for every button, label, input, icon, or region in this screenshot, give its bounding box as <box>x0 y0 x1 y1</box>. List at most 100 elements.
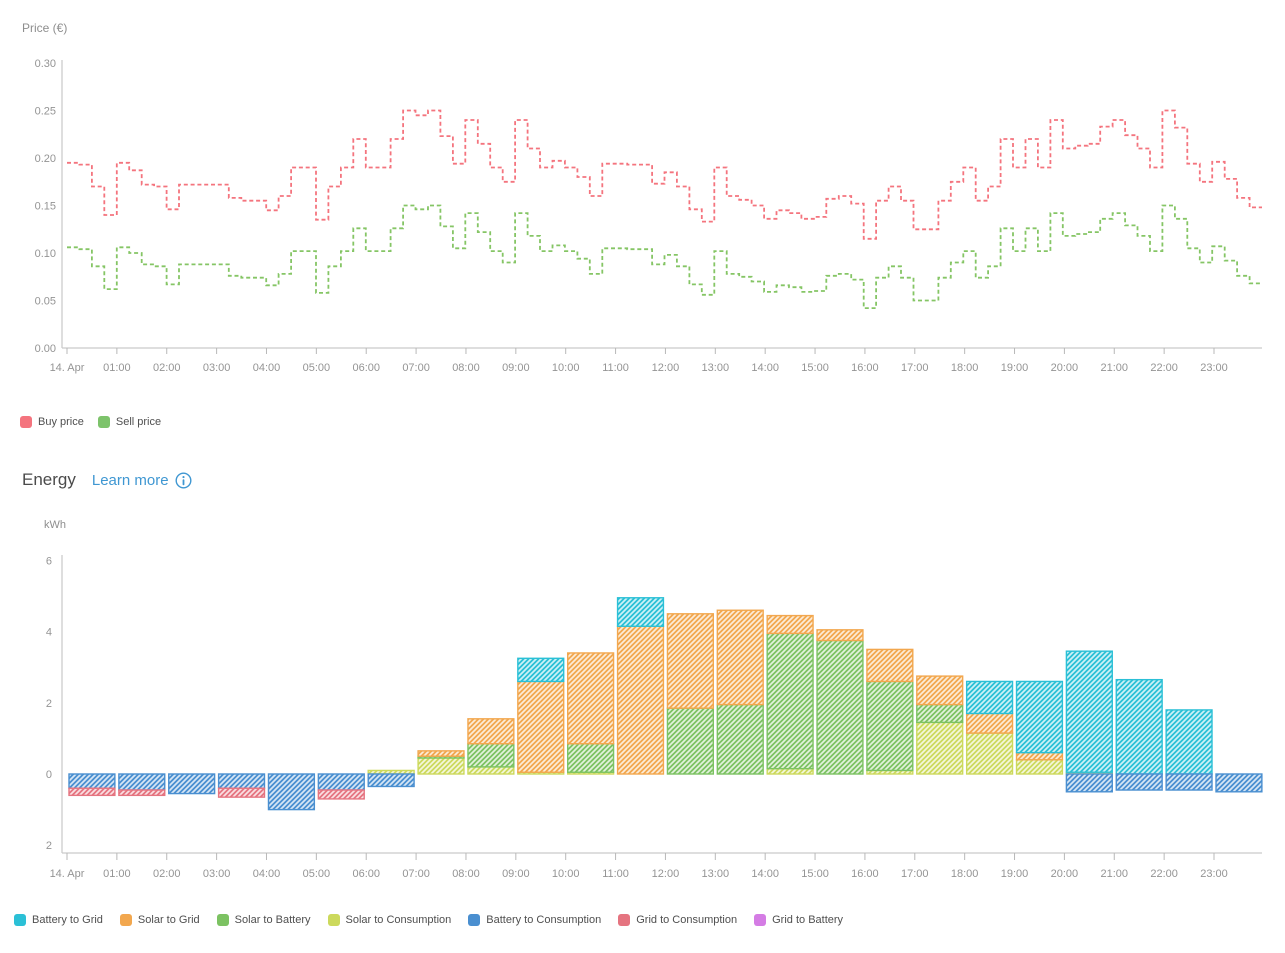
solar-to-consumption-swatch <box>327 914 340 926</box>
learn-more-link[interactable]: Learn more <box>92 472 192 489</box>
energy-x-tick-label: 08:00 <box>452 868 480 880</box>
grid-to-battery-swatch <box>754 914 767 926</box>
energy-x-tick-label: 03:00 <box>203 868 231 880</box>
energy-bar-hatch <box>867 682 913 770</box>
energy-bar-hatch <box>1017 753 1062 760</box>
price-x-tick-label: 23:00 <box>1200 362 1228 374</box>
energy-bar-hatch <box>368 771 414 774</box>
sell-price-line <box>67 204 1262 309</box>
legend-item-solar-to-grid[interactable]: Solar to Grid <box>119 914 200 926</box>
energy-x-tick-label: 19:00 <box>1001 868 1029 880</box>
price-x-tick-label: 02:00 <box>153 362 181 374</box>
price-x-tick-label: 14. Apr <box>50 362 85 374</box>
energy-bar-hatch <box>518 682 563 772</box>
energy-x-tick-label: 13:00 <box>702 868 730 880</box>
energy-chart: 6 4 2 0 2 14. Apr 01:00 02:00 03:00 04:00 05:00 06:… <box>46 555 1263 880</box>
energy-bar-hatch <box>917 723 962 774</box>
legend-item-buy-price[interactable]: Buy price <box>20 416 84 428</box>
energy-bar-hatch <box>867 650 913 681</box>
energy-bar-hatch <box>69 774 115 788</box>
price-x-tick-label: 03:00 <box>203 362 231 374</box>
energy-y-tick-label: 2 <box>46 840 52 852</box>
legend-item-grid-to-battery[interactable]: Grid to Battery <box>754 914 843 926</box>
energy-bar-hatch <box>568 653 613 744</box>
energy-x-tick-label: 20:00 <box>1051 868 1079 880</box>
energy-bar-hatch <box>967 733 1012 774</box>
legend-label: Solar to Consumption <box>345 914 452 926</box>
energy-bar-hatch <box>967 714 1012 733</box>
energy-x-tick-label: 17:00 <box>901 868 929 880</box>
price-y-tick-label: 0.20 <box>35 153 56 165</box>
price-chart: 0.30 0.25 0.20 0.15 0.10 0.05 0.00 14. Apr 01:00… <box>35 58 1262 374</box>
energy-bar-hatch <box>518 659 563 681</box>
energy-unit-label: kWh <box>44 519 66 531</box>
legend-item-sell-price[interactable]: Sell price <box>97 416 162 428</box>
price-x-tick-label: 20:00 <box>1051 362 1079 374</box>
price-x-tick-label: 18:00 <box>951 362 979 374</box>
legend-label: Buy price <box>38 416 84 428</box>
price-y-tick-label: 0.00 <box>35 343 56 355</box>
energy-x-tick-label: 15:00 <box>801 868 829 880</box>
energy-bar-hatch <box>269 774 314 809</box>
legend-label: Solar to Battery <box>234 914 311 926</box>
energy-bar-hatch <box>468 744 514 767</box>
energy-bar-hatch <box>618 626 663 774</box>
energy-x-tick-label: 11:00 <box>602 868 629 880</box>
energy-bar-hatch <box>319 790 364 799</box>
energy-x-tick-label: 05:00 <box>303 868 331 880</box>
energy-x-tick-label: 16:00 <box>851 868 879 880</box>
energy-bar-hatch <box>767 634 813 768</box>
energy-bar-hatch <box>767 616 813 633</box>
legend-label: Sell price <box>115 416 162 428</box>
buy-price-line <box>67 109 1262 240</box>
solar-to-grid-swatch <box>119 914 132 926</box>
price-x-tick-label: 06:00 <box>352 362 380 374</box>
energy-y-tick-label: 2 <box>46 698 52 710</box>
energy-x-tick-label: 01:00 <box>103 868 131 880</box>
energy-bar-hatch <box>169 774 214 793</box>
sell-price-swatch <box>97 416 110 428</box>
energy-bar-hatch <box>767 769 813 774</box>
energy-bar-hatch <box>1017 760 1062 774</box>
legend-item-grid-to-consumption[interactable]: Grid to Consumption <box>618 914 737 926</box>
price-y-tick-label: 0.15 <box>35 201 56 213</box>
energy-y-tick-label: 4 <box>46 627 52 639</box>
energy-bar-hatch <box>917 676 962 704</box>
battery-to-consumption-swatch <box>468 914 481 926</box>
energy-bar-hatch <box>817 630 863 640</box>
price-x-tick-label: 08:00 <box>452 362 480 374</box>
energy-bar-hatch <box>119 774 165 790</box>
price-x-tick-label: 22:00 <box>1150 362 1178 374</box>
energy-bar-hatch <box>468 767 514 774</box>
learn-more-label: Learn more <box>91 471 169 489</box>
legend-label: Solar to Grid <box>137 914 200 926</box>
legend-item-battery-to-consumption[interactable]: Battery to Consumption <box>468 914 601 926</box>
energy-bar-hatch <box>368 774 414 786</box>
price-x-tick-label: 21:00 <box>1101 362 1129 374</box>
energy-bar-hatch <box>668 614 713 708</box>
energy-bar-hatch <box>1166 710 1212 774</box>
energy-header: Energy Learn more <box>22 470 192 490</box>
price-x-tick-label: 16:00 <box>851 362 879 374</box>
energy-chart-legend: Battery to Grid Solar to Grid Solar to Bat… <box>14 914 843 926</box>
energy-x-tick-label: 23:00 <box>1200 868 1228 880</box>
price-x-tick-label: 17:00 <box>901 362 929 374</box>
battery-to-grid-swatch <box>14 914 26 926</box>
solar-to-battery-swatch <box>216 914 229 926</box>
energy-y-tick-label: 6 <box>46 555 52 567</box>
energy-bar-hatch <box>1216 774 1262 792</box>
legend-label: Battery to Consumption <box>486 914 602 926</box>
price-x-tick-label: 12:00 <box>652 362 680 374</box>
legend-item-battery-to-grid[interactable]: Battery to Grid <box>14 914 103 926</box>
legend-item-solar-to-battery[interactable]: Solar to Battery <box>216 914 311 926</box>
energy-bar-hatch <box>568 744 613 772</box>
energy-bar-hatch <box>69 788 115 795</box>
price-chart-legend: Buy price Sell price <box>20 416 161 428</box>
price-x-tick-label: 19:00 <box>1001 362 1029 374</box>
energy-bar-hatch <box>468 719 514 744</box>
energy-bar-hatch <box>1067 774 1112 792</box>
energy-x-tick-label: 22:00 <box>1150 868 1178 880</box>
price-x-tick-label: 15:00 <box>801 362 829 374</box>
legend-item-solar-to-consumption[interactable]: Solar to Consumption <box>327 914 452 926</box>
